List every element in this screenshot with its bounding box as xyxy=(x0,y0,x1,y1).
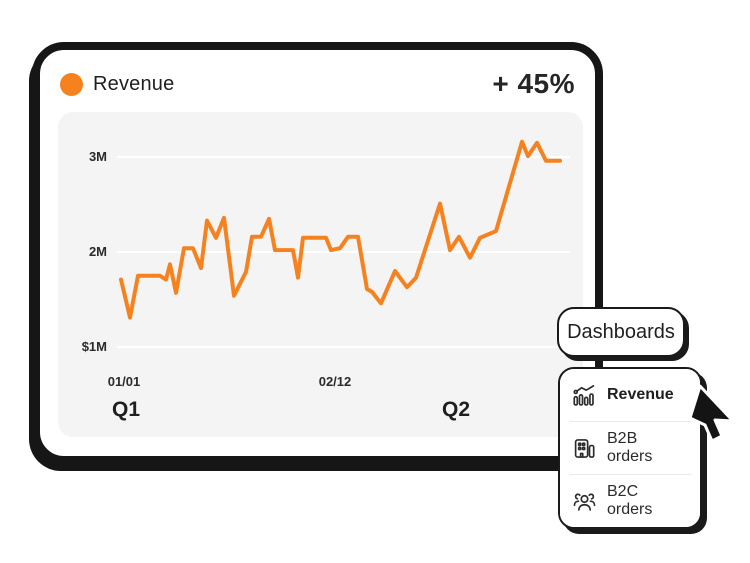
dashboards-button[interactable]: Dashboards xyxy=(557,307,685,357)
menu-item-revenue[interactable]: Revenue xyxy=(560,369,700,421)
revenue-card: Revenue + 45% 3M 2M $1M 01/01 02/12 Q1 Q2 xyxy=(32,42,603,464)
x-axis-tick: 01/01 xyxy=(107,374,141,389)
menu-item-label: Revenue xyxy=(607,386,674,403)
delta-badge: + 45% xyxy=(492,68,575,99)
menu-item-b2b-orders[interactable]: B2B orders xyxy=(560,422,700,474)
menu-item-label: B2B orders xyxy=(607,430,653,465)
menu-divider xyxy=(569,421,691,422)
revenue-series-line xyxy=(119,139,562,320)
menu-item-label: B2C orders xyxy=(607,483,653,518)
dashboards-menu: Revenue B2B orders xyxy=(558,367,702,529)
revenue-chart: 3M 2M $1M 01/01 02/12 Q1 Q2 xyxy=(58,112,583,437)
card-title: Revenue xyxy=(93,72,175,95)
dashboards-button-label: Dashboards xyxy=(567,320,675,343)
quarter-label: Q2 xyxy=(441,398,470,421)
card-header: Revenue + 45% xyxy=(60,68,575,100)
line-chart-icon xyxy=(573,384,596,407)
menu-item-b2c-orders[interactable]: B2C orders xyxy=(560,475,700,527)
legend-dot-icon xyxy=(60,72,83,96)
y-axis-tick: 2M xyxy=(88,244,107,259)
building-icon xyxy=(573,437,596,460)
menu-divider xyxy=(569,474,691,475)
y-axis-tick: 3M xyxy=(88,149,107,164)
revenue-line-chart xyxy=(117,139,570,348)
y-axis-tick: $1M xyxy=(81,339,107,354)
x-axis-tick: 02/12 xyxy=(318,374,352,389)
people-icon xyxy=(573,490,596,513)
quarter-label: Q1 xyxy=(111,398,140,421)
